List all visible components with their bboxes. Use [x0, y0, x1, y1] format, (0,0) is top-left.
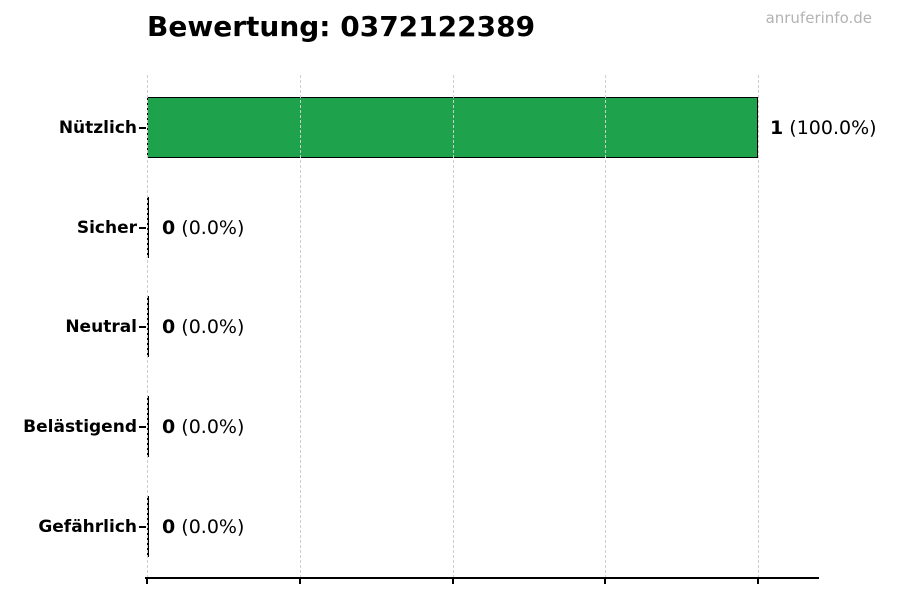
value-label: 0 (0.0%): [162, 416, 244, 438]
y-tick: [139, 525, 146, 528]
y-tick: [139, 325, 146, 328]
bar: [147, 496, 149, 557]
value-label: 0 (0.0%): [162, 217, 244, 239]
category-label: Gefährlich: [38, 516, 137, 537]
bar-row: Neutral 0 (0.0%): [0, 296, 900, 357]
value-percent: (0.0%): [181, 415, 245, 438]
category-label: Neutral: [65, 316, 137, 337]
bar-row: Gefährlich 0 (0.0%): [0, 496, 900, 557]
value-percent: (0.0%): [181, 515, 245, 538]
category-label: Sicher: [76, 217, 137, 238]
value-label: 0 (0.0%): [162, 516, 244, 538]
bar: [147, 197, 149, 258]
value-count: 0: [162, 415, 176, 438]
y-tick: [139, 425, 146, 428]
value-count: 0: [162, 216, 176, 239]
value-percent: (0.0%): [181, 315, 245, 338]
value-count: 1: [770, 116, 784, 139]
value-label: 1 (100.0%): [770, 117, 877, 139]
category-label: Belästigend: [23, 416, 137, 437]
value-label: 0 (0.0%): [162, 316, 244, 338]
value-percent: (0.0%): [181, 216, 245, 239]
bar-row: Sicher 0 (0.0%): [0, 197, 900, 258]
chart-title: Bewertung: 0372122389: [147, 10, 536, 43]
value-percent: (100.0%): [789, 116, 877, 139]
bar: [147, 296, 149, 357]
bar: [147, 396, 149, 457]
bar-row: Nützlich 1 (100.0%): [0, 97, 900, 158]
y-tick: [139, 126, 146, 129]
x-axis-line: [145, 577, 819, 579]
bar: [147, 97, 758, 158]
watermark: anruferinfo.de: [765, 9, 872, 27]
value-count: 0: [162, 515, 176, 538]
y-tick: [139, 226, 146, 229]
value-count: 0: [162, 315, 176, 338]
category-label: Nützlich: [58, 117, 137, 138]
bar-row: Belästigend 0 (0.0%): [0, 396, 900, 457]
